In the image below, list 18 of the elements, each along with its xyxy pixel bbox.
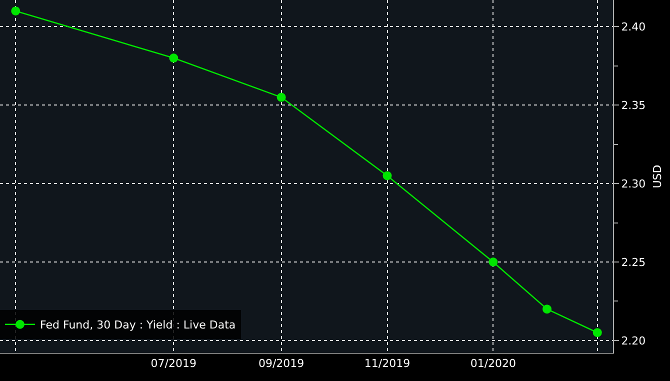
y-tick-label: 2.30 — [621, 177, 646, 190]
y-axis-title: USD — [650, 164, 664, 188]
legend-label: Fed Fund, 30 Day : Yield : Live Data — [40, 318, 236, 332]
y-tick-label: 2.35 — [621, 98, 646, 112]
x-tick-label: 11/2019 — [364, 357, 410, 370]
point — [542, 304, 552, 314]
x-tick-label: 01/2020 — [470, 357, 516, 370]
y-tick-label: 2.40 — [621, 20, 646, 34]
point — [382, 171, 392, 180]
y-tick-label: 2.20 — [621, 334, 646, 348]
x-tick-label: 09/2019 — [258, 357, 304, 370]
point — [276, 92, 286, 102]
point — [169, 54, 178, 63]
point — [11, 6, 20, 16]
x-tick-label: 07/2019 — [150, 357, 196, 370]
point — [488, 258, 498, 266]
point — [592, 328, 602, 338]
y-tick-label: 2.25 — [621, 256, 646, 269]
